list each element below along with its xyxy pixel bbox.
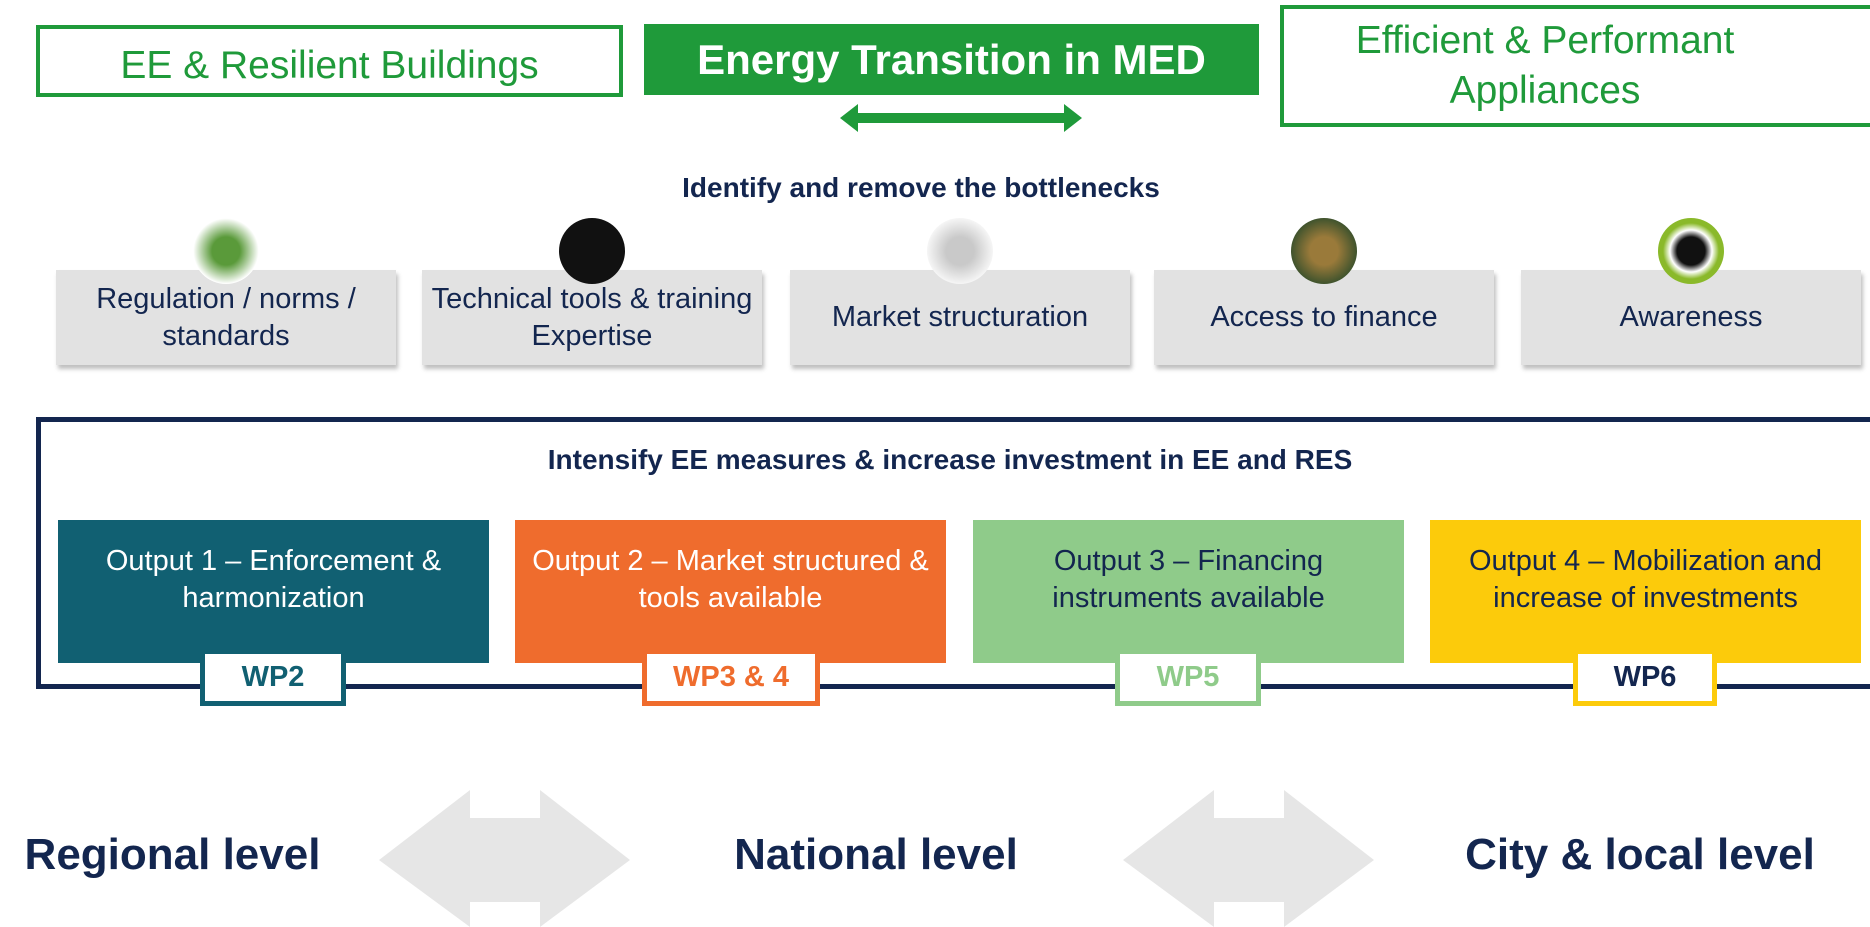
wp-tag: WP5	[1115, 649, 1261, 706]
bottleneck-icon	[927, 218, 993, 284]
bottleneck-icon	[193, 218, 259, 284]
section-title: Intensify EE measures & increase investm…	[400, 440, 1500, 480]
output-box: Output 2 – Market structured & tools ava…	[515, 520, 946, 663]
level-label: City & local level	[1440, 825, 1840, 885]
level-label: Regional level	[0, 825, 345, 885]
header-title: Energy Transition in MED	[644, 24, 1259, 95]
bottleneck-icon	[559, 218, 625, 284]
section-title: Identify and remove the bottlenecks	[600, 168, 1242, 208]
bottleneck-box: Awareness	[1521, 270, 1861, 365]
double-arrow	[836, 102, 1086, 134]
bottleneck-box: Regulation / norms / standards	[56, 270, 396, 365]
wp-tag: WP3 & 4	[642, 649, 820, 706]
bottleneck-icon	[1658, 218, 1724, 284]
bottleneck-box: Access to finance	[1154, 270, 1494, 365]
diagram: EE & Resilient Buildings Energy Transiti…	[0, 0, 1870, 927]
level-label: National level	[676, 825, 1076, 885]
output-box: Output 3 – Financing instruments availab…	[973, 520, 1404, 663]
wp-tag: WP2	[200, 649, 346, 706]
wp-tag: WP6	[1573, 649, 1717, 706]
header-box: Efficient & Performant Appliances	[1280, 5, 1870, 127]
header-box: EE & Resilient Buildings	[36, 25, 623, 97]
bottleneck-icon	[1291, 218, 1357, 284]
bottleneck-box: Technical tools & training Expertise	[422, 270, 762, 365]
output-box: Output 4 – Mobilization and increase of …	[1430, 520, 1861, 663]
output-box: Output 1 – Enforcement & harmonization	[58, 520, 489, 663]
bottleneck-box: Market structuration	[790, 270, 1130, 365]
